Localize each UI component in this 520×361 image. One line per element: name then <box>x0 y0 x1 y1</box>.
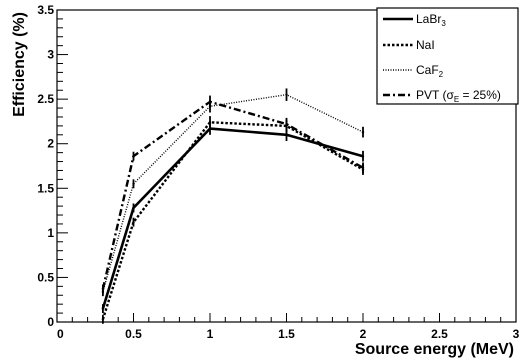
data-point <box>362 155 364 157</box>
y-tick-label: 1.5 <box>37 181 54 195</box>
x-tick-label: 2 <box>360 327 367 341</box>
data-point <box>285 134 287 136</box>
data-point <box>209 101 211 103</box>
x-tick-label: 1 <box>207 327 214 341</box>
data-point <box>362 131 364 133</box>
data-point <box>102 307 104 309</box>
x-tick-label: 0 <box>57 327 64 341</box>
data-point <box>132 183 134 185</box>
y-tick-label: 0.5 <box>37 270 54 284</box>
y-tick-label: 0 <box>47 315 54 329</box>
data-point <box>285 123 287 125</box>
y-tick-label: 3.5 <box>37 3 54 17</box>
data-point <box>132 155 134 157</box>
legend-label: PVT (σE = 25%) <box>416 88 501 104</box>
x-tick-label: 2.5 <box>431 327 448 341</box>
data-point <box>102 288 104 290</box>
data-point <box>132 221 134 223</box>
data-point <box>285 93 287 95</box>
data-point <box>132 207 134 209</box>
x-axis-title: Source energy (MeV) <box>355 341 514 358</box>
data-point <box>362 167 364 169</box>
x-tick-label: 1.5 <box>278 327 295 341</box>
data-point <box>209 121 211 123</box>
y-tick-label: 1 <box>47 226 54 240</box>
y-tick-label: 3 <box>47 48 54 62</box>
y-axis-title: Efficiency (%) <box>11 12 28 117</box>
y-tick-label: 2 <box>47 137 54 151</box>
legend-label: NaI <box>416 38 435 52</box>
x-tick-label: 3 <box>513 327 520 341</box>
x-tick-label: 0.5 <box>125 327 142 341</box>
y-tick-label: 2.5 <box>37 92 54 106</box>
